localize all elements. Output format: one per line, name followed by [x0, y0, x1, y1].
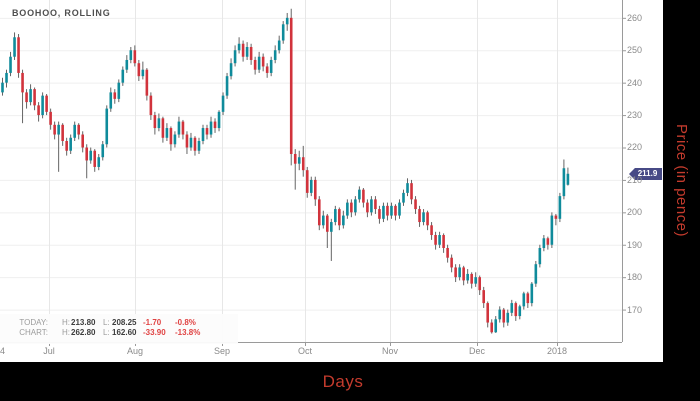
stats-row-chart: CHART: H: 262.80 L: 162.60 -33.90 -13.8% — [0, 328, 238, 338]
x-tick-label: Oct — [297, 346, 312, 356]
today-label: TODAY: — [19, 318, 48, 327]
y-tick-label: 190 — [627, 239, 643, 250]
stats-panel: TODAY: H: 213.80 L: 208.25 -1.70 -0.8% C… — [0, 314, 238, 344]
today-high-value: 213.80 — [71, 318, 96, 327]
chart-high-value: 262.80 — [71, 328, 96, 337]
x-tick-label: Aug — [126, 346, 143, 356]
chart-change-pct: -13.8% — [175, 328, 201, 337]
y-tick-label: 230 — [627, 110, 643, 121]
y-tick-label: 210 — [627, 174, 643, 185]
chart-high-prefix: H: — [62, 328, 70, 337]
x-tick-label: Sep — [213, 346, 230, 356]
chart-low-prefix: L: — [103, 328, 110, 337]
x-tick-label-partial: 4 — [0, 346, 6, 356]
x-tick-label: Dec — [468, 346, 485, 356]
y-tick-label: 250 — [627, 45, 643, 56]
y-axis-title-bar: Price (in pence) — [663, 0, 700, 362]
y-tick-label: 260 — [627, 12, 643, 23]
x-axis-title: Days — [322, 371, 364, 391]
last-price-badge: 211.9 — [629, 168, 662, 180]
y-tick-label: 220 — [627, 142, 643, 153]
today-change: -1.70 — [143, 318, 162, 327]
stats-row-today: TODAY: H: 213.80 L: 208.25 -1.70 -0.8% — [0, 318, 238, 328]
today-high-prefix: H: — [62, 318, 70, 327]
y-tick-label: 180 — [627, 272, 643, 283]
chart-canvas[interactable]: BOOHOO, ROLLING TODAY: H: 213.80 L: 208.… — [0, 0, 663, 362]
symbol-title: BOOHOO, ROLLING — [12, 8, 111, 18]
x-tick-label: Nov — [381, 346, 398, 356]
x-tick-label: 2018 — [546, 346, 568, 356]
x-axis-title-bar: Days — [0, 362, 700, 401]
y-axis-title: Price (in pence) — [673, 124, 690, 238]
y-tick-label: 170 — [627, 304, 643, 315]
chart-change: -33.90 — [143, 328, 166, 337]
y-tick-label: 240 — [627, 77, 643, 88]
chart-label: CHART: — [19, 328, 48, 337]
x-tick-label: Jul — [43, 346, 55, 356]
today-change-pct: -0.8% — [175, 318, 196, 327]
plot-svg[interactable] — [0, 0, 663, 362]
y-tick-label: 200 — [627, 207, 643, 218]
today-low-value: 208.25 — [112, 318, 137, 327]
today-low-prefix: L: — [103, 318, 110, 327]
chart-low-value: 162.60 — [112, 328, 137, 337]
